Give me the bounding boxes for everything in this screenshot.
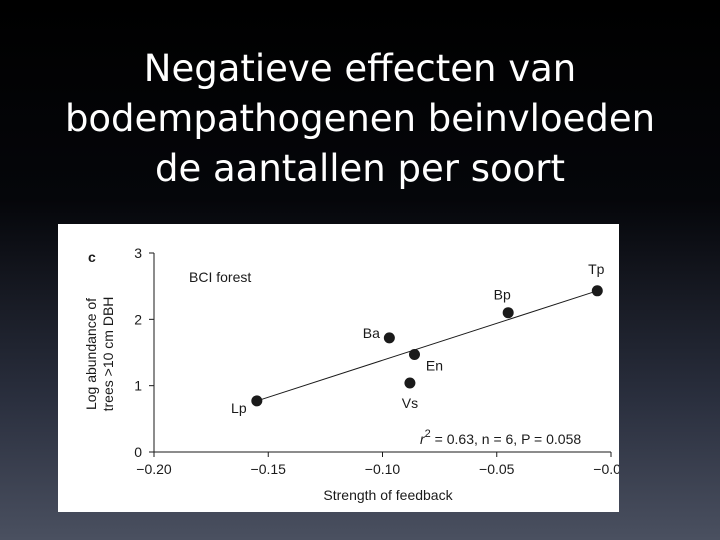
x-tick-label: −0.10 [365, 461, 401, 477]
y-axis-label-line-1: Log abundance of [83, 298, 99, 410]
y-tick-label: 1 [134, 378, 142, 394]
y-tick-label: 3 [134, 245, 142, 261]
y-axis-label-line-2: trees >10 cm DBH [100, 297, 116, 412]
y-axis-label: Log abundance of trees >10 cm DBH [83, 297, 116, 412]
stats-text: = 0.63, n = 6, P = 0.058 [431, 431, 582, 447]
stats-annotation: r2 = 0.63, n = 6, P = 0.058 [420, 428, 581, 447]
point-label-lp: Lp [231, 400, 247, 416]
panel-label: c [88, 249, 96, 265]
point-label-bp: Bp [494, 287, 511, 303]
point-label-en: En [426, 357, 443, 373]
regression-line [256, 290, 598, 402]
x-axis-label: Strength of feedback [323, 487, 453, 503]
point-label-tp: Tp [588, 261, 605, 277]
data-point-en [408, 348, 420, 360]
x-tick-label: −0.00 [593, 461, 619, 477]
data-point-bp [502, 307, 514, 319]
stats-r-symbol: r [420, 431, 426, 447]
slide-title-line-2: bodempathogenen beinvloeden [64, 97, 656, 140]
stats-r-exponent: 2 [425, 428, 431, 440]
data-point-ba [383, 332, 395, 344]
point-label-ba: Ba [363, 325, 380, 341]
data-point-vs [404, 377, 416, 389]
slide-title-line-1: Negatieve effecten van [143, 47, 577, 90]
slide-title-line-3: de aantallen per soort [154, 147, 566, 190]
chart-panel: c BCI forest Strength of feedback Log ab… [58, 224, 619, 512]
slide-title: Negatieve effecten van bodempathogenen b… [0, 44, 720, 194]
data-point-lp [251, 395, 263, 407]
y-tick-label: 2 [134, 311, 142, 327]
scatter-chart: c BCI forest Strength of feedback Log ab… [83, 245, 619, 503]
data-point-tp [591, 285, 603, 297]
inset-label: BCI forest [189, 269, 251, 285]
y-tick-label: 0 [134, 444, 142, 460]
x-tick-label: −0.20 [136, 461, 172, 477]
point-label-vs: Vs [402, 395, 418, 411]
x-tick-label: −0.05 [479, 461, 515, 477]
x-tick-label: −0.15 [251, 461, 287, 477]
